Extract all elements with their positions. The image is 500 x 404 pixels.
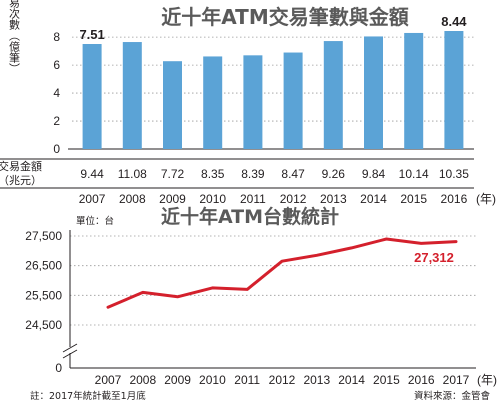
bar-2015 bbox=[404, 32, 424, 149]
line-xtick-2014: 2014 bbox=[338, 373, 365, 387]
bar-x-ticks: 2007 2008 2009 2010 2011 2012 2013 2014 2015 2016 bbox=[79, 192, 468, 206]
amount-row-label: 交易金額 bbox=[0, 159, 42, 173]
line-xtick-2007: 2007 bbox=[95, 373, 122, 387]
bar-2016 bbox=[444, 31, 464, 149]
bar-data-labels: 7.51 8.44 bbox=[79, 14, 467, 42]
line-axes bbox=[69, 230, 476, 369]
bar-2010 bbox=[203, 56, 223, 150]
amount-2012: 8.47 bbox=[281, 167, 305, 181]
bar-2012 bbox=[283, 52, 303, 149]
footnote: 註：2017年統計截至1月底 bbox=[30, 390, 146, 402]
bar-label-2016: 8.44 bbox=[441, 14, 467, 29]
bar-2008 bbox=[122, 42, 142, 149]
line-xtick-2013: 2013 bbox=[303, 373, 330, 387]
bar-xtick-2013: 2013 bbox=[320, 192, 347, 206]
amount-2015: 10.14 bbox=[399, 167, 429, 181]
axis-break-stroke-lower bbox=[62, 349, 78, 359]
axis-break-stroke-upper bbox=[62, 343, 78, 353]
bar-2007 bbox=[82, 44, 102, 150]
line-xtick-2008: 2008 bbox=[129, 373, 156, 387]
line-x-ticks: 2007 2008 2009 2010 2011 2012 2013 2014 2015 2016… bbox=[95, 373, 470, 387]
bar-x-unit: (年) bbox=[476, 192, 496, 206]
line-ytick-24-500: 24,500 bbox=[25, 318, 62, 332]
bar-xtick-2016: 2016 bbox=[441, 192, 468, 206]
line-xtick-2009: 2009 bbox=[164, 373, 191, 387]
line-chart-title: 近十年ATM台數統計 bbox=[161, 205, 339, 228]
line-ytick-26-500: 26,500 bbox=[25, 259, 62, 273]
bar-2009 bbox=[163, 61, 182, 149]
bar-xtick-2007: 2007 bbox=[79, 192, 106, 206]
line-series-path bbox=[106, 237, 458, 309]
bar-xtick-2011: 2011 bbox=[240, 192, 266, 206]
amount-row-unit: （兆元） bbox=[0, 174, 42, 187]
line-x-unit: (年) bbox=[477, 373, 497, 387]
line-series bbox=[106, 237, 458, 309]
axis-break-icon bbox=[62, 343, 78, 359]
line-xtick-2015: 2015 bbox=[373, 373, 400, 387]
amount-values: 9.44 11.08 7.72 8.35 8.39 8.47 9.26 9.84 10.14 10… bbox=[80, 167, 469, 181]
line-unit-label: 單位：台 bbox=[76, 215, 114, 227]
amount-2011: 8.39 bbox=[241, 167, 265, 181]
amount-2010: 8.35 bbox=[201, 167, 225, 181]
line-xtick-2010: 2010 bbox=[199, 373, 226, 387]
axis-break-gap bbox=[64, 347, 76, 353]
bar-label-2007: 7.51 bbox=[79, 27, 104, 42]
source-note: 資料來源：金管會 bbox=[414, 390, 491, 402]
line-xtick-2012: 2012 bbox=[269, 373, 296, 387]
line-xtick-2011: 2011 bbox=[234, 373, 260, 387]
bar-y-ticks: 0 2 4 6 8 bbox=[53, 30, 60, 156]
bar-ytick-6: 6 bbox=[53, 58, 60, 72]
bar-ytick-0: 0 bbox=[53, 142, 60, 156]
bar-ytick-4: 4 bbox=[53, 86, 60, 100]
line-xtick-2016: 2016 bbox=[408, 373, 435, 387]
bar-xtick-2014: 2014 bbox=[360, 192, 387, 206]
amount-2009: 7.72 bbox=[161, 167, 185, 181]
amount-2008: 11.08 bbox=[118, 167, 147, 181]
bar-2013 bbox=[323, 41, 343, 150]
bar-xtick-2009: 2009 bbox=[159, 192, 186, 206]
bar-gridlines bbox=[0, 36, 474, 189]
bar-2014 bbox=[364, 36, 383, 149]
line-xtick-2017: 2017 bbox=[443, 373, 470, 387]
amount-2014: 9.84 bbox=[362, 167, 386, 181]
bar-xtick-2015: 2015 bbox=[400, 192, 427, 206]
line-ytick-27-500: 27,500 bbox=[25, 229, 62, 243]
bar-xtick-2010: 2010 bbox=[199, 192, 226, 206]
line-ytick-25-500: 25,500 bbox=[25, 288, 62, 302]
amount-2016: 10.35 bbox=[439, 167, 469, 181]
line-y-ticks: 27,500 26,500 25,500 24,500 0 bbox=[25, 229, 62, 375]
bar-chart-title: 近十年ATM交易筆數與金額 bbox=[161, 5, 408, 29]
bar-ylabel-text: 交易次數（億筆） bbox=[8, 0, 21, 74]
bar-ytick-8: 8 bbox=[53, 30, 60, 44]
bar-ylabel: 交易次數（億筆） bbox=[8, 0, 21, 74]
amount-2013: 9.26 bbox=[322, 167, 346, 181]
bar-series bbox=[82, 31, 464, 150]
amount-2007: 9.44 bbox=[80, 167, 104, 181]
line-ytick-0: 0 bbox=[55, 361, 62, 375]
bar-xtick-2012: 2012 bbox=[280, 192, 307, 206]
bar-ytick-2: 2 bbox=[53, 114, 60, 128]
line-end-label: 27,312 bbox=[414, 250, 454, 265]
bar-2011 bbox=[243, 55, 263, 150]
bar-xtick-2008: 2008 bbox=[119, 192, 146, 206]
